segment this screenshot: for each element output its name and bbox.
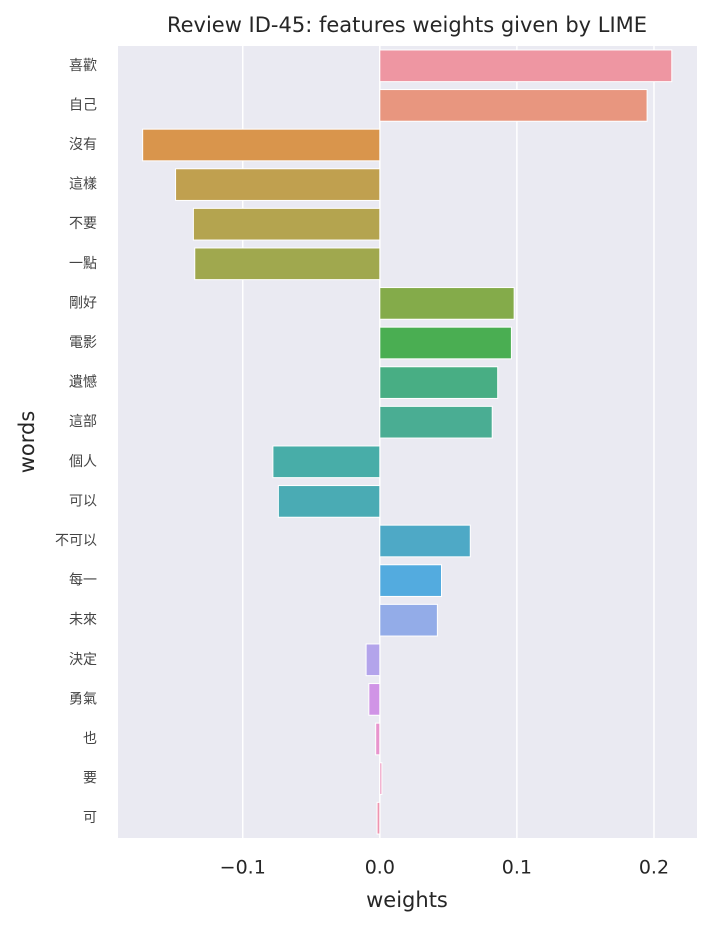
y-tick-label: 不要 xyxy=(69,216,97,232)
bar xyxy=(375,722,381,756)
y-tick-label: 決定 xyxy=(69,652,97,668)
y-tick-label: 剛好 xyxy=(69,295,97,311)
y-tick-label: 每一 xyxy=(69,573,97,589)
y-tick-label: 可以 xyxy=(69,493,97,509)
plot-area xyxy=(118,46,697,838)
bar xyxy=(379,326,512,360)
bar xyxy=(376,801,381,835)
bar xyxy=(272,445,381,479)
x-tick-label: 0.1 xyxy=(502,857,532,879)
bar xyxy=(368,683,381,716)
y-tick-label: 喜歡 xyxy=(69,58,97,74)
bar xyxy=(379,524,471,558)
y-tick-label: 可 xyxy=(83,810,97,826)
bar xyxy=(379,89,648,122)
y-tick-label: 電影 xyxy=(69,335,97,351)
y-tick-label: 自己 xyxy=(69,97,97,113)
x-tick-label: 0.2 xyxy=(639,857,669,879)
y-tick-label: 也 xyxy=(83,731,97,747)
bar xyxy=(142,128,381,162)
bar xyxy=(379,366,499,399)
bar xyxy=(379,287,515,320)
x-tick-label: 0.0 xyxy=(365,857,395,879)
y-tick-label: 要 xyxy=(83,771,97,787)
y-axis-label: words xyxy=(15,411,39,474)
bar xyxy=(192,207,381,241)
y-tick-label: 沒有 xyxy=(69,136,97,153)
y-tick-label: 這部 xyxy=(69,414,97,430)
bar xyxy=(175,168,381,201)
y-tick-label: 勇氣 xyxy=(69,691,97,707)
y-tick-label: 遺憾 xyxy=(69,375,97,391)
y-tick-label: 未來 xyxy=(69,612,97,628)
bar xyxy=(194,247,381,281)
x-axis-label: weights xyxy=(366,888,448,912)
bar xyxy=(277,485,381,518)
y-tick-label: 不可以 xyxy=(55,533,97,549)
chart-title: Review ID-45: features weights given by … xyxy=(167,13,647,37)
bar xyxy=(365,643,381,677)
bar xyxy=(379,564,442,597)
y-tick-label: 這樣 xyxy=(69,176,97,193)
x-tick-label: −0.1 xyxy=(220,857,266,879)
y-tick-label: 個人 xyxy=(69,454,97,470)
y-tick-label: 一點 xyxy=(69,256,97,272)
bar xyxy=(379,762,383,795)
bar xyxy=(379,405,493,439)
bar xyxy=(379,603,438,637)
bar xyxy=(379,49,673,83)
